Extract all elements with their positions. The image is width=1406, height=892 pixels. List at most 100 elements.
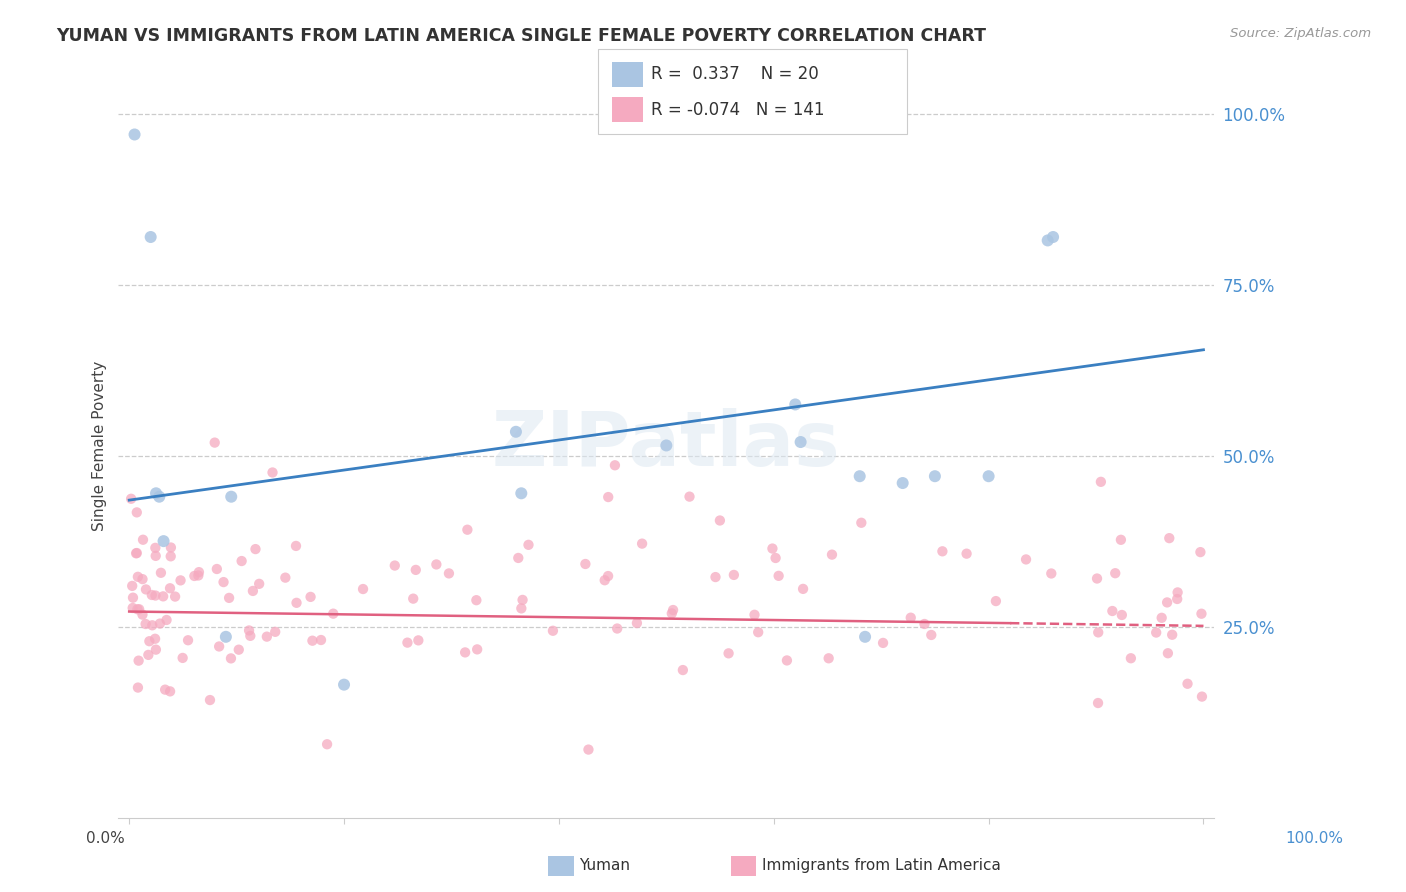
Point — [228, 642, 250, 657]
Point — [717, 646, 740, 660]
Point — [215, 630, 238, 644]
Point — [603, 458, 626, 473]
Point — [127, 570, 149, 584]
Point — [510, 601, 533, 615]
Point — [205, 562, 228, 576]
Point — [149, 566, 172, 580]
Point — [437, 566, 460, 581]
Point — [152, 590, 174, 604]
Point — [218, 591, 240, 605]
Point — [661, 607, 683, 621]
Point — [127, 681, 149, 695]
Point — [159, 581, 181, 595]
Point — [465, 642, 488, 657]
Point — [1109, 533, 1132, 547]
Point — [1177, 677, 1199, 691]
Point — [239, 629, 262, 643]
Point — [1191, 607, 1213, 621]
Point — [662, 603, 685, 617]
Point — [128, 654, 150, 668]
Point — [122, 591, 145, 605]
Point — [853, 630, 876, 644]
Point — [132, 533, 155, 547]
Point — [984, 594, 1007, 608]
Point — [578, 742, 600, 756]
Point — [765, 551, 787, 566]
Point — [1156, 595, 1178, 609]
Point — [631, 536, 654, 550]
Point — [900, 610, 922, 624]
Point — [299, 590, 322, 604]
Point — [512, 593, 534, 607]
Point — [405, 563, 427, 577]
Text: R =  0.337    N = 20: R = 0.337 N = 20 — [651, 65, 818, 83]
Point — [231, 554, 253, 568]
Point — [262, 466, 284, 480]
Point — [1144, 625, 1167, 640]
Point — [245, 542, 267, 557]
Point — [851, 516, 873, 530]
Point — [598, 490, 620, 504]
Point — [517, 538, 540, 552]
Point — [155, 613, 177, 627]
Point — [977, 469, 1000, 483]
Point — [120, 491, 142, 506]
Point — [574, 557, 596, 571]
Point — [124, 128, 146, 142]
Point — [1111, 607, 1133, 622]
Point — [204, 435, 226, 450]
Point — [242, 583, 264, 598]
Text: YUMAN VS IMMIGRANTS FROM LATIN AMERICA SINGLE FEMALE POVERTY CORRELATION CHART: YUMAN VS IMMIGRANTS FROM LATIN AMERICA S… — [56, 27, 986, 45]
Point — [141, 588, 163, 602]
Text: Immigrants from Latin America: Immigrants from Latin America — [762, 858, 1001, 872]
Point — [792, 582, 814, 596]
Point — [121, 601, 143, 615]
Point — [177, 633, 200, 648]
Point — [1119, 651, 1142, 665]
Point — [128, 602, 150, 616]
Point — [1085, 572, 1108, 586]
Point — [384, 558, 406, 573]
Point — [747, 625, 769, 640]
Point — [135, 617, 157, 632]
Point — [183, 569, 205, 583]
Point — [1161, 628, 1184, 642]
Point — [238, 624, 260, 638]
Text: Yuman: Yuman — [579, 858, 630, 872]
Point — [776, 653, 799, 667]
Point — [143, 632, 166, 646]
Point — [1036, 234, 1059, 248]
Point — [333, 678, 356, 692]
Point — [172, 651, 194, 665]
Point — [920, 628, 942, 642]
Point — [709, 514, 731, 528]
Point — [198, 693, 221, 707]
Point — [135, 582, 157, 597]
Point — [1015, 552, 1038, 566]
Point — [1159, 531, 1181, 545]
Point — [678, 490, 700, 504]
Point — [274, 571, 297, 585]
Point — [212, 575, 235, 590]
Point — [626, 615, 648, 630]
Point — [169, 574, 191, 588]
Point — [145, 549, 167, 563]
Point — [1040, 566, 1063, 581]
Point — [768, 569, 790, 583]
Point — [138, 634, 160, 648]
Point — [655, 438, 678, 452]
Point — [145, 589, 167, 603]
Point — [131, 572, 153, 586]
Text: R = -0.074   N = 141: R = -0.074 N = 141 — [651, 101, 824, 119]
Point — [723, 568, 745, 582]
Point — [1191, 690, 1213, 704]
Point — [704, 570, 727, 584]
Point — [256, 630, 278, 644]
Point — [1157, 646, 1180, 660]
Point — [127, 602, 149, 616]
Point — [821, 548, 844, 562]
Point — [789, 435, 811, 450]
Point — [187, 565, 209, 579]
Point — [145, 486, 167, 500]
Point — [848, 469, 870, 483]
